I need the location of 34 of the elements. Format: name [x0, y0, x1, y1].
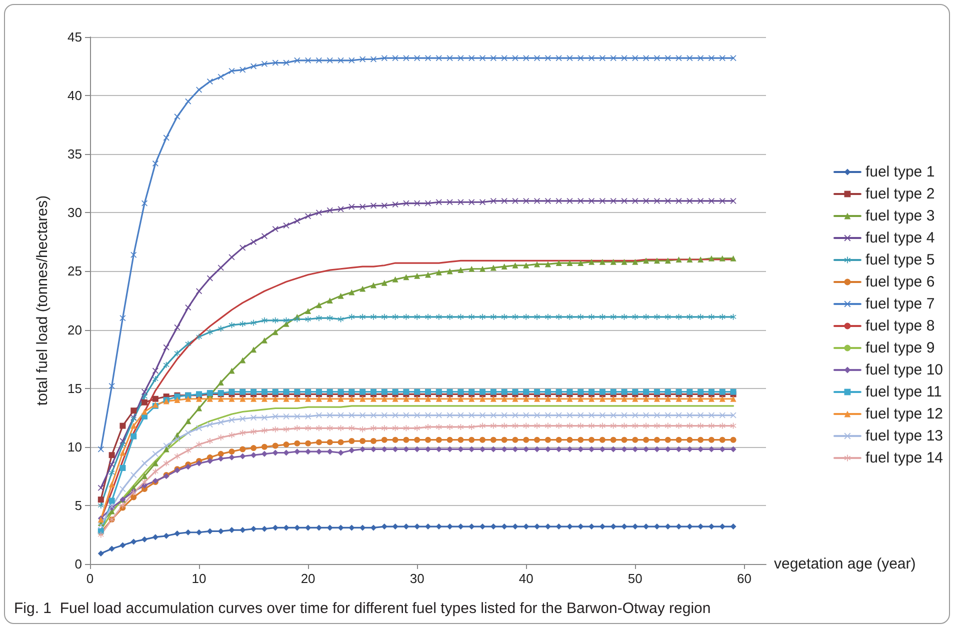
y-tick-label: 35	[68, 146, 82, 162]
legend-label: fuel type 5	[865, 252, 935, 268]
legend-label: fuel type 10	[865, 362, 944, 378]
legend-label: fuel type 14	[865, 450, 944, 466]
legend-label: fuel type 6	[865, 274, 935, 290]
legend-label: fuel type 1	[865, 164, 935, 180]
legend-label: fuel type 11	[865, 384, 942, 400]
y-tick-label: 25	[68, 264, 82, 279]
legend-label: fuel type 7	[865, 296, 935, 312]
legend-label: fuel type 8	[865, 318, 935, 334]
x-tick-label: 10	[192, 571, 206, 586]
legend-label: fuel type 12	[865, 406, 944, 422]
y-tick-label: 5	[74, 498, 82, 513]
x-tick-label: 60	[736, 571, 752, 586]
x-tick-label: 30	[410, 571, 424, 586]
x-tick-label: 40	[518, 571, 534, 586]
y-tick-label: 20	[68, 322, 82, 338]
x-tick-label: 0	[86, 571, 94, 586]
legend-label: fuel type 9	[865, 340, 935, 356]
x-axis-title: vegetation age (year)	[774, 556, 916, 572]
legend-label: fuel type 3	[865, 208, 935, 224]
y-tick-label: 10	[68, 439, 82, 454]
x-tick-label: 20	[300, 571, 316, 586]
x-tick-label: 50	[628, 571, 642, 586]
y-tick-label: 15	[68, 380, 82, 396]
y-tick-label: 30	[68, 205, 82, 220]
legend-label: fuel type 4	[865, 230, 935, 246]
y-tick-label: 40	[68, 88, 82, 104]
legend-label: fuel type 2	[865, 186, 935, 202]
y-axis-title: total fuel load (tonnes/hectares)	[34, 195, 51, 406]
y-tick-label: 0	[74, 556, 82, 572]
legend-label: fuel type 13	[865, 428, 944, 444]
y-tick-label: 45	[68, 30, 82, 44]
caption: Fig. 1 Fuel load accumulation curves over time for different fuel types listed for the Barwon-Otway region	[14, 600, 711, 617]
